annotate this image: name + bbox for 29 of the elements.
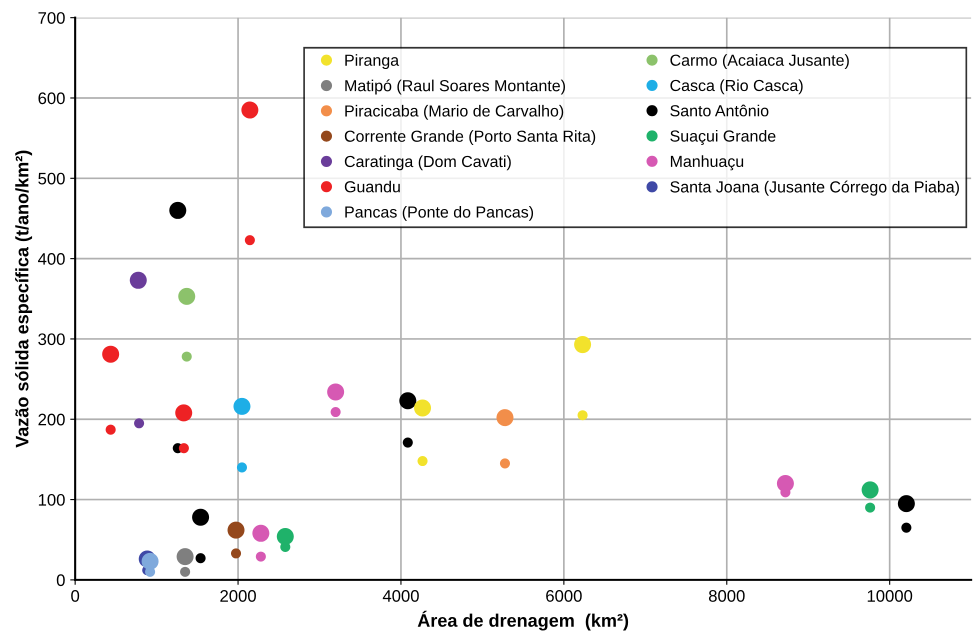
x-tick-label: 6000	[546, 590, 582, 602]
legend-label: Carmo (Acaiaca Jusante)	[670, 54, 849, 70]
y-tick-label: 100	[38, 494, 65, 506]
legend-label: Piranga	[345, 54, 400, 70]
legend-label: Pancas (Ponte do Pancas)	[345, 206, 534, 221]
legend-label: Suaçui Grande	[670, 130, 776, 145]
y-axis-title: Vazão sólida específica (t/ano/km²)	[15, 150, 32, 448]
y-tick-label: 600	[38, 92, 65, 104]
y-tick-label: 400	[38, 253, 65, 265]
y-tick-label: 700	[38, 12, 65, 24]
x-tick-label: 4000	[382, 590, 419, 602]
y-tick-label: 200	[38, 414, 65, 426]
legend-label: Manhuaçu	[670, 155, 744, 170]
y-tick-label: 0	[56, 574, 65, 586]
legend-label: Corrente Grande (Porto Santa Rita)	[344, 130, 596, 146]
legend-label: Santa Joana (Jusante Córrego da Piaba)	[670, 180, 959, 196]
x-axis-title: Área de drenagem (km²)	[418, 610, 628, 631]
legend-label: Matipó (Raul Soares Montante)	[345, 79, 565, 94]
x-tick-label: 8000	[708, 590, 745, 602]
legend-label: Guandu	[344, 180, 400, 192]
x-tick-label: 2000	[220, 590, 256, 602]
x-tick-label: 0	[71, 590, 80, 602]
y-tick-label: 500	[38, 172, 65, 185]
x-tick-label: 10000	[868, 590, 912, 602]
legend-label: Santo Antônio	[670, 104, 768, 116]
legend-label: Piracicaba (Mario de Carvalho)	[345, 104, 564, 120]
legend-label: Caratinga (Dom Cavati)	[344, 155, 511, 170]
legend-label: Casca (Rio Casca)	[670, 79, 803, 94]
y-tick-label: 300	[38, 333, 65, 346]
